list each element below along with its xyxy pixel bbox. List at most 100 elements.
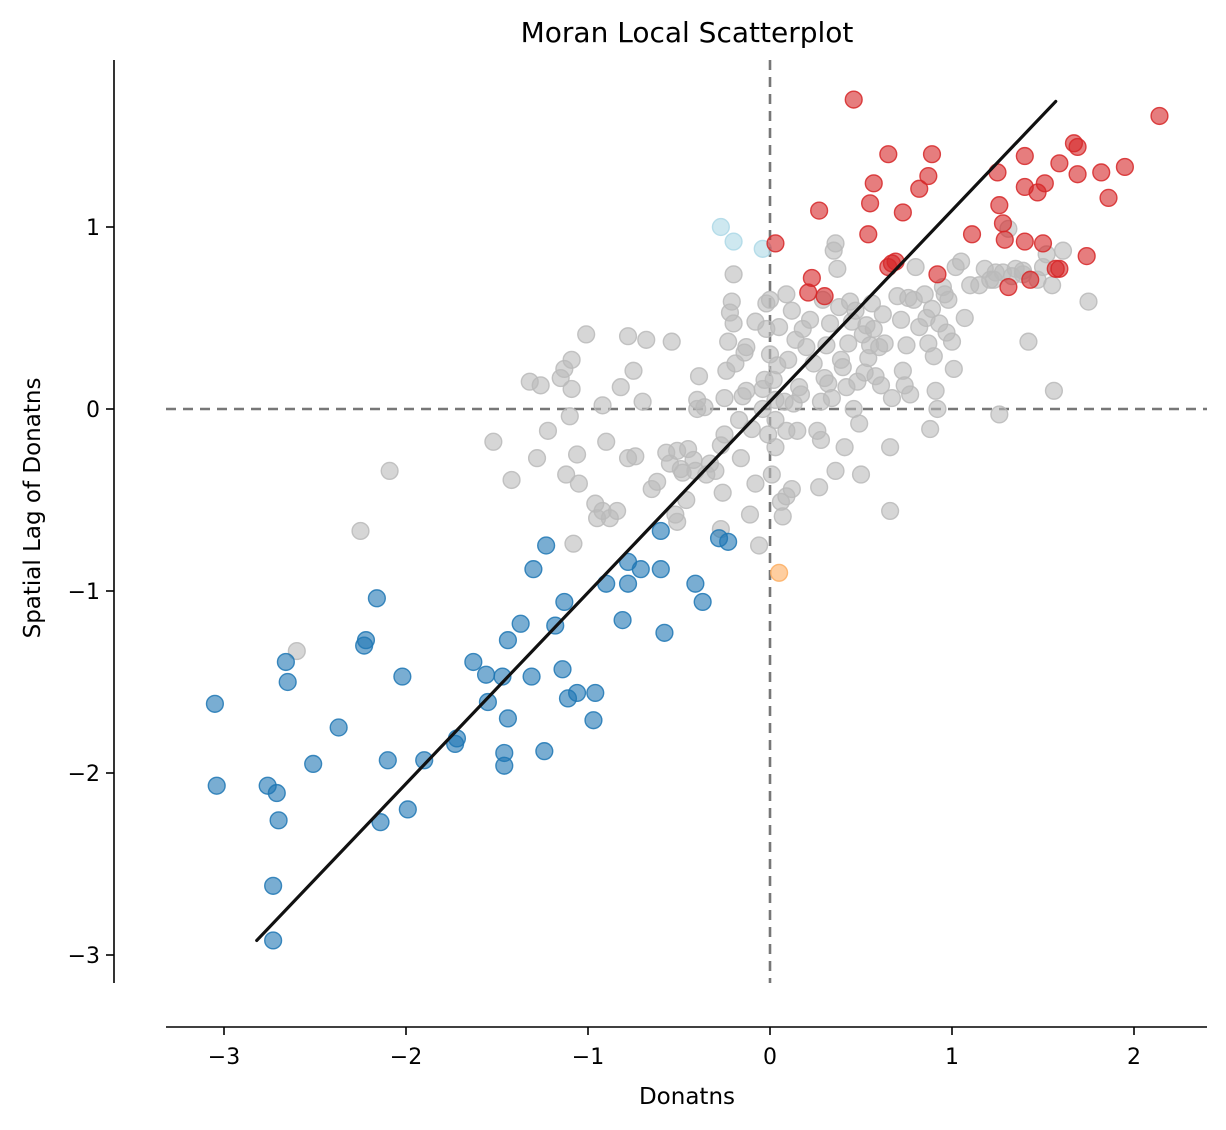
point-not-significant	[724, 265, 743, 284]
point-high-high	[919, 166, 938, 186]
point-not-significant	[881, 438, 900, 457]
y-axis-ticks: −3 −2 −1 0 1	[68, 216, 114, 969]
regression-line	[255, 99, 1058, 943]
point-not-significant	[557, 465, 576, 484]
point-not-significant	[826, 234, 845, 253]
point-not-significant	[648, 472, 667, 491]
point-not-significant	[380, 461, 399, 480]
point-low-low	[329, 718, 348, 737]
point-low-low	[535, 742, 554, 761]
point-not-significant	[942, 332, 962, 351]
point-not-significant	[608, 501, 627, 521]
point-not-significant	[662, 332, 681, 351]
point-high-high	[1015, 146, 1034, 166]
point-low-low	[476, 665, 496, 684]
point-not-significant	[562, 379, 581, 399]
point-not-significant	[828, 259, 847, 278]
point-not-significant	[531, 376, 550, 395]
point-not-significant	[939, 290, 958, 309]
point-not-significant	[864, 319, 883, 339]
point-not-significant	[928, 399, 947, 419]
y-tick-label: 1	[86, 216, 100, 241]
point-not-significant	[737, 381, 756, 400]
point-high-high	[1028, 183, 1047, 202]
point-low-low	[304, 754, 323, 773]
point-high-high	[1033, 234, 1053, 253]
point-low-low	[493, 667, 512, 686]
point-not-significant	[597, 432, 616, 451]
point-high-high	[1021, 270, 1040, 289]
point-high-high	[990, 196, 1009, 215]
point-low-low	[537, 536, 556, 555]
point-low-low	[584, 711, 603, 730]
point-low-low	[398, 800, 417, 819]
point-not-significant	[990, 405, 1009, 424]
regression-line-group	[255, 99, 1058, 943]
point-not-significant	[737, 338, 756, 357]
point-not-significant	[618, 327, 638, 346]
point-low-low	[393, 667, 412, 686]
chart-title: Moran Local Scatterplot	[521, 16, 854, 49]
point-not-significant	[810, 478, 829, 497]
point-not-significant	[955, 308, 974, 328]
point-not-significant	[1019, 332, 1038, 351]
point-high-high	[1050, 154, 1069, 173]
x-tick-label: 2	[1127, 1045, 1141, 1070]
point-high-high	[893, 203, 912, 222]
point-not-significant	[766, 438, 785, 457]
point-low-low	[631, 560, 650, 579]
y-tick-label: −1	[68, 580, 100, 605]
point-not-significant	[873, 305, 892, 324]
point-not-significant	[881, 501, 900, 521]
point-not-significant	[715, 425, 734, 444]
point-low-low	[264, 931, 283, 950]
point-not-significant	[706, 461, 725, 480]
point-not-significant	[820, 314, 840, 333]
point-not-significant	[611, 378, 630, 397]
point-not-significant	[800, 310, 820, 329]
point-low-low	[522, 667, 541, 686]
point-high-high	[993, 214, 1013, 233]
point-not-significant	[633, 392, 652, 411]
x-tick-label: −2	[390, 1045, 422, 1070]
point-high-high	[879, 145, 898, 164]
scatter-points	[205, 90, 1169, 950]
point-not-significant	[1053, 241, 1073, 260]
point-high-high	[864, 174, 883, 193]
point-not-significant	[817, 336, 836, 355]
y-tick-label: 0	[86, 398, 100, 423]
point-not-significant	[731, 449, 750, 468]
point-low-low	[553, 660, 572, 679]
point-high-high	[1068, 165, 1087, 184]
point-not-significant	[740, 505, 760, 524]
point-low-low	[355, 636, 374, 655]
point-low-low	[618, 574, 638, 593]
point-not-significant	[713, 483, 732, 502]
point-not-significant	[921, 419, 940, 439]
reference-lines	[166, 60, 1207, 983]
point-high-high	[799, 283, 818, 302]
point-not-significant	[906, 257, 925, 277]
point-not-significant	[766, 410, 785, 430]
point-not-significant	[593, 396, 612, 415]
point-not-significant	[567, 445, 587, 464]
point-not-significant	[777, 285, 796, 304]
point-not-significant	[850, 414, 869, 433]
point-low-low	[269, 811, 288, 830]
point-low-low	[613, 611, 632, 630]
x-tick-label: 1	[945, 1045, 959, 1070]
point-high-high	[928, 265, 947, 284]
point-not-significant	[722, 292, 741, 311]
point-not-significant	[668, 512, 687, 531]
point-high-high	[1150, 106, 1169, 126]
point-high-high	[766, 234, 785, 253]
point-low-low	[276, 652, 295, 672]
point-low-low	[415, 751, 434, 770]
point-not-significant	[724, 314, 743, 333]
point-not-significant	[351, 521, 370, 541]
point-not-significant	[826, 461, 845, 480]
point-high-high	[995, 230, 1014, 249]
point-not-significant	[624, 361, 643, 380]
point-not-significant	[287, 641, 306, 661]
